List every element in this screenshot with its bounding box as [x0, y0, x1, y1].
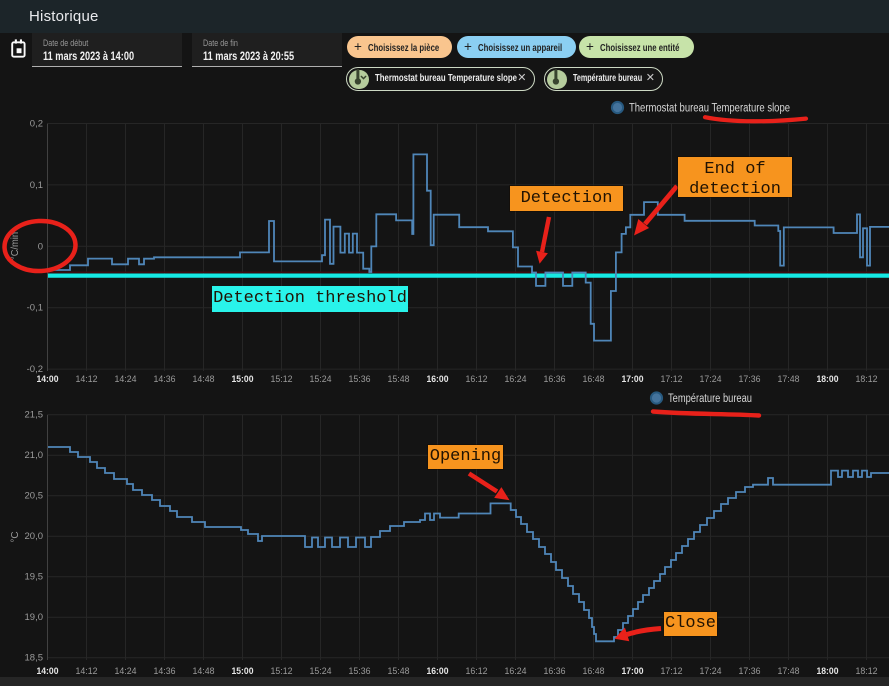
svg-text:21,5: 21,5 — [25, 410, 44, 421]
svg-text:15:24: 15:24 — [310, 374, 332, 385]
svg-text:17:24: 17:24 — [700, 374, 722, 385]
svg-text:15:36: 15:36 — [349, 666, 371, 677]
svg-text:18:12: 18:12 — [856, 374, 878, 385]
svg-text:14:24: 14:24 — [115, 374, 137, 385]
svg-text:20,0: 20,0 — [25, 531, 44, 542]
svg-text:Thermostat bureau Temperature: Thermostat bureau Temperature slope — [629, 103, 790, 115]
svg-text:16:24: 16:24 — [505, 666, 527, 677]
svg-text:17:48: 17:48 — [778, 374, 800, 385]
svg-text:15:12: 15:12 — [271, 666, 293, 677]
svg-text:14:00: 14:00 — [37, 666, 59, 677]
svg-text:15:48: 15:48 — [388, 666, 410, 677]
svg-text:18,5: 18,5 — [25, 653, 44, 664]
svg-text:14:36: 14:36 — [154, 374, 176, 385]
svg-text:17:36: 17:36 — [739, 374, 761, 385]
svg-text:14:48: 14:48 — [193, 374, 215, 385]
svg-text:-0,2: -0,2 — [27, 364, 43, 375]
svg-text:18:00: 18:00 — [817, 374, 839, 385]
svg-text:21,0: 21,0 — [25, 450, 44, 461]
svg-text:18:12: 18:12 — [856, 666, 878, 677]
svg-text:15:24: 15:24 — [310, 666, 332, 677]
svg-text:17:48: 17:48 — [778, 666, 800, 677]
svg-text:16:36: 16:36 — [544, 374, 566, 385]
svg-text:16:00: 16:00 — [427, 666, 449, 677]
svg-text:14:36: 14:36 — [154, 666, 176, 677]
svg-text:20,5: 20,5 — [25, 491, 44, 502]
svg-text:15:00: 15:00 — [232, 374, 254, 385]
svg-text:17:12: 17:12 — [661, 374, 683, 385]
svg-text:16:48: 16:48 — [583, 666, 605, 677]
svg-text:15:48: 15:48 — [388, 374, 410, 385]
svg-text:0,2: 0,2 — [30, 119, 43, 130]
svg-text:15:12: 15:12 — [271, 374, 293, 385]
svg-text:16:24: 16:24 — [505, 374, 527, 385]
svg-text:-0,1: -0,1 — [27, 303, 43, 314]
svg-text:0: 0 — [38, 241, 43, 252]
svg-text:14:12: 14:12 — [76, 666, 98, 677]
svg-text:0,1: 0,1 — [30, 180, 43, 191]
svg-text:17:12: 17:12 — [661, 666, 683, 677]
svg-text:16:36: 16:36 — [544, 666, 566, 677]
svg-text:17:00: 17:00 — [622, 374, 644, 385]
svg-text:14:24: 14:24 — [115, 666, 137, 677]
svg-text:19,5: 19,5 — [25, 572, 44, 583]
svg-text:Température bureau: Température bureau — [668, 393, 752, 405]
svg-text:°C/min: °C/min — [10, 232, 21, 260]
svg-text:14:12: 14:12 — [76, 374, 98, 385]
svg-text:19,0: 19,0 — [25, 612, 44, 623]
svg-text:15:36: 15:36 — [349, 374, 371, 385]
svg-text:16:00: 16:00 — [427, 374, 449, 385]
svg-text:14:00: 14:00 — [37, 374, 59, 385]
svg-text:18:00: 18:00 — [817, 666, 839, 677]
svg-text:17:24: 17:24 — [700, 666, 722, 677]
svg-text:°C: °C — [10, 531, 21, 542]
svg-text:14:48: 14:48 — [193, 666, 215, 677]
svg-text:16:12: 16:12 — [466, 374, 488, 385]
svg-text:16:12: 16:12 — [466, 666, 488, 677]
svg-text:16:48: 16:48 — [583, 374, 605, 385]
svg-text:15:00: 15:00 — [232, 666, 254, 677]
svg-text:17:36: 17:36 — [739, 666, 761, 677]
svg-text:17:00: 17:00 — [622, 666, 644, 677]
